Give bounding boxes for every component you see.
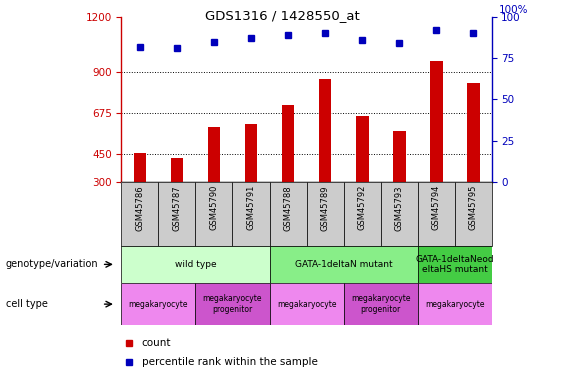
Text: GATA-1deltaNeod
eltaHS mutant: GATA-1deltaNeod eltaHS mutant [415,255,494,274]
Bar [307,182,344,246]
Bar [429,61,442,182]
Bar [393,130,406,182]
Text: GDS1316 / 1428550_at: GDS1316 / 1428550_at [205,9,360,22]
Text: 100%: 100% [499,5,528,15]
Text: megakaryocyte
progenitor: megakaryocyte progenitor [351,294,410,314]
Bar [121,283,195,325]
Text: GATA-1deltaN mutant: GATA-1deltaN mutant [295,260,392,269]
Bar [158,182,195,246]
Text: GSM45790: GSM45790 [210,185,219,230]
Text: percentile rank within the sample: percentile rank within the sample [142,357,318,367]
Bar [455,182,492,246]
Text: GSM45795: GSM45795 [468,185,477,230]
Bar [418,246,492,283]
Bar [344,182,381,246]
Bar [281,105,294,182]
Bar [121,246,270,283]
Bar [270,246,418,283]
Text: GSM45794: GSM45794 [432,185,441,230]
Bar [381,182,418,246]
Text: cell type: cell type [6,299,47,309]
Bar [418,182,454,246]
Bar [344,283,418,325]
Bar [195,182,233,246]
Bar [467,83,480,182]
Bar [319,79,332,182]
Text: megakaryocyte: megakaryocyte [277,300,336,309]
Text: megakaryocyte
progenitor: megakaryocyte progenitor [203,294,262,314]
Text: genotype/variation: genotype/variation [6,260,98,269]
Text: wild type: wild type [175,260,216,269]
Bar [270,283,344,325]
Text: megakaryocyte: megakaryocyte [425,300,484,309]
Text: GSM45788: GSM45788 [284,185,293,231]
Text: GSM45792: GSM45792 [358,185,367,230]
Bar [355,116,368,182]
Text: count: count [142,339,171,348]
Bar [270,182,306,246]
Text: GSM45786: GSM45786 [136,185,145,231]
Bar [171,158,184,182]
Bar [233,182,270,246]
Text: GSM45793: GSM45793 [394,185,403,231]
Text: GSM45787: GSM45787 [172,185,181,231]
Bar [245,124,258,182]
Bar [418,283,492,325]
Text: GSM45791: GSM45791 [246,185,255,230]
Bar [207,127,220,182]
Bar [121,182,158,246]
Bar [195,283,270,325]
Text: megakaryocyte: megakaryocyte [129,300,188,309]
Text: GSM45789: GSM45789 [320,185,329,231]
Bar [133,153,146,182]
